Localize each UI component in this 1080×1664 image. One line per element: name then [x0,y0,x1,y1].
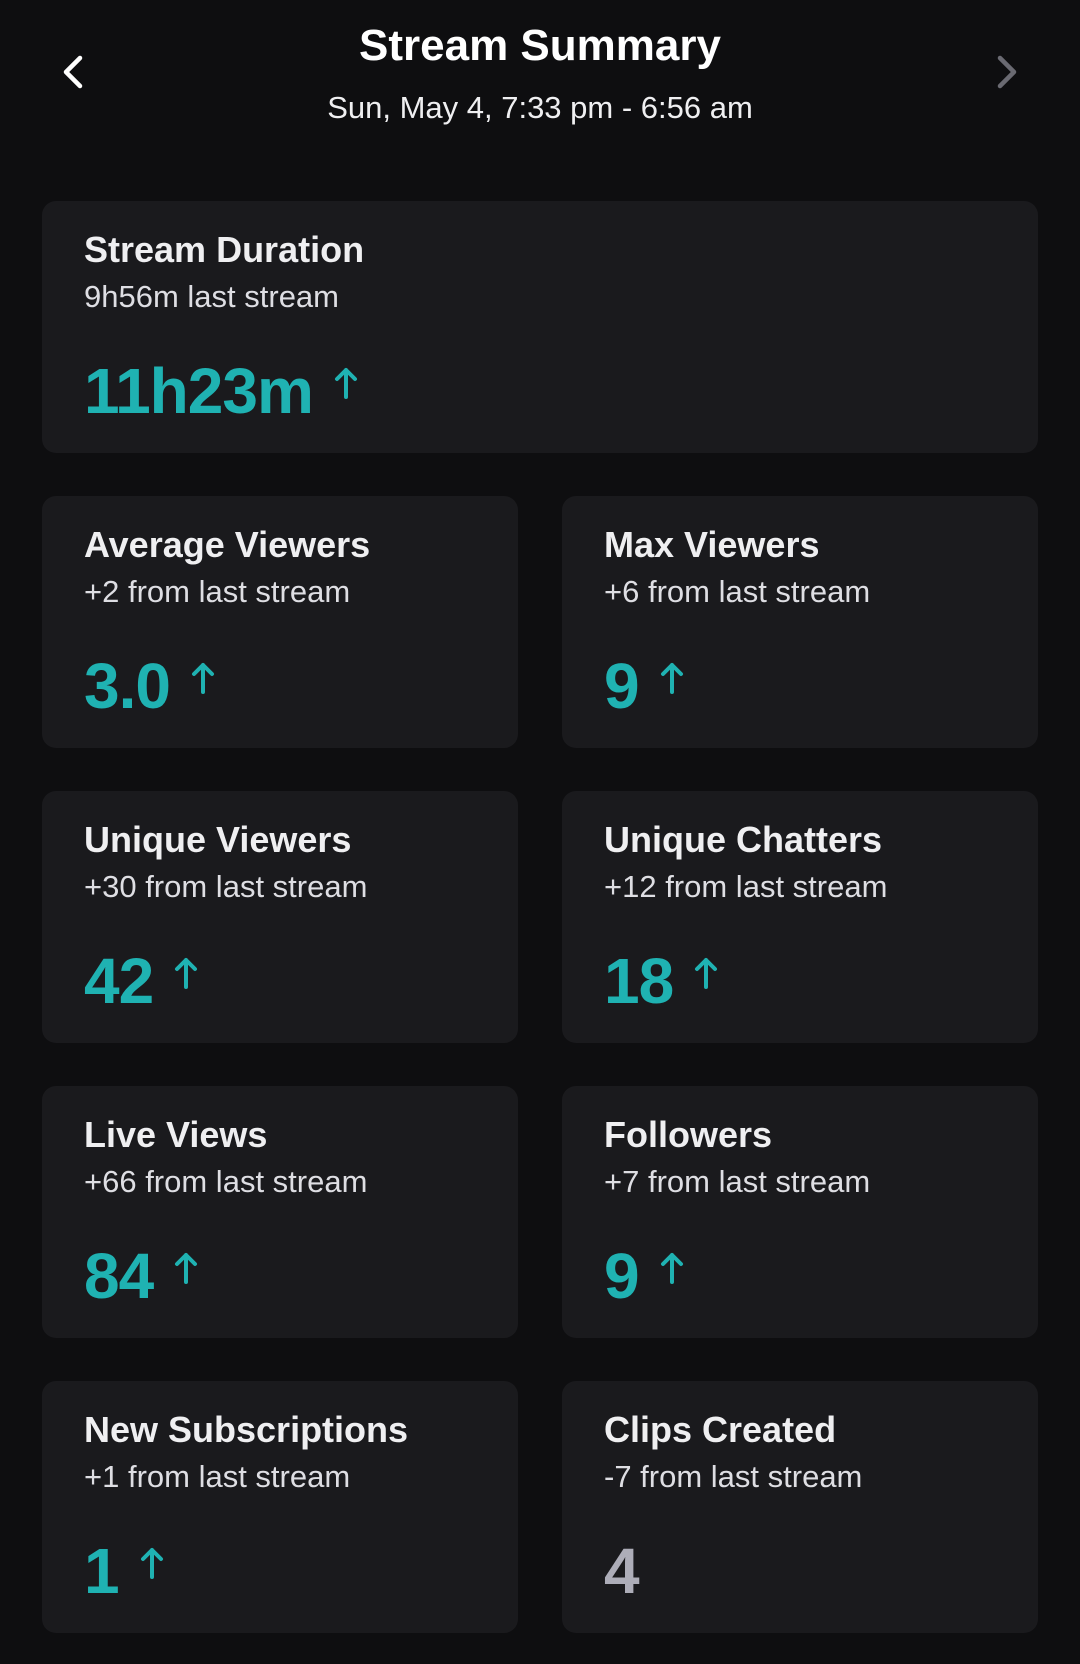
stat-card-comparison: +7 from last stream [604,1164,871,1199]
stat-card-title: Unique Chatters [604,819,883,860]
previous-stream-button[interactable] [36,36,108,108]
stat-card-value-row: 4 [604,1533,640,1609]
stat-card-average-viewers: Average Viewers +2 from last stream 3.0 [42,496,518,748]
stat-card-title: Unique Viewers [84,819,352,860]
stat-card-title: Max Viewers [604,524,820,565]
stat-card-value-row: 9 [604,648,687,724]
arrow-up-icon [657,1248,687,1288]
stat-card-title: Clips Created [604,1409,837,1450]
stat-card-clips-created: Clips Created -7 from last stream 4 [562,1381,1038,1633]
page-title: Stream Summary [359,21,721,70]
stream-date-range: Sun, May 4, 7:33 pm - 6:56 am [327,90,753,125]
stat-card-value: 9 [604,1240,640,1312]
stat-card-value-row: 3.0 [84,648,218,724]
stat-card-value-row: 84 [84,1238,201,1314]
arrow-up-icon [188,658,218,698]
stats-grid: Stream Duration 9h56m last stream 11h23m… [42,201,1038,1633]
stat-card-unique-viewers: Unique Viewers +30 from last stream 42 [42,791,518,1043]
stat-card-value: 11h23m [84,355,314,427]
stat-card-value-row: 9 [604,1238,687,1314]
stat-card-unique-chatters: Unique Chatters +12 from last stream 18 [562,791,1038,1043]
stat-card-followers: Followers +7 from last stream 9 [562,1086,1038,1338]
stat-card-live-views: Live Views +66 from last stream 84 [42,1086,518,1338]
header: Stream Summary Sun, May 4, 7:33 pm - 6:5… [0,0,1080,170]
stat-card-comparison: +6 from last stream [604,574,871,609]
stat-card-new-subscriptions: New Subscriptions +1 from last stream 1 [42,1381,518,1633]
stat-card-comparison: +2 from last stream [84,574,351,609]
stat-card-value-row: 18 [604,943,721,1019]
stat-card-title: New Subscriptions [84,1409,409,1450]
stat-card-value: 42 [84,945,154,1017]
arrow-up-icon [137,1543,167,1583]
stat-card-comparison: -7 from last stream [604,1459,863,1494]
stat-card-value: 1 [84,1535,120,1607]
stat-card-comparison: +12 from last stream [604,869,888,904]
stat-card-title: Live Views [84,1114,268,1155]
stat-card-comparison: 9h56m last stream [84,279,339,314]
stat-card-comparison: +66 from last stream [84,1164,368,1199]
stat-card-value-row: 1 [84,1533,167,1609]
arrow-up-icon [331,363,361,403]
stat-card-stream-duration: Stream Duration 9h56m last stream 11h23m [42,201,1038,453]
stat-card-comparison: +1 from last stream [84,1459,351,1494]
stat-card-comparison: +30 from last stream [84,869,368,904]
stat-card-title: Average Viewers [84,524,371,565]
stat-card-value-row: 11h23m [84,353,361,429]
arrow-up-icon [691,953,721,993]
stat-card-title: Stream Duration [84,229,365,270]
stat-card-value: 4 [604,1535,640,1607]
chevron-right-icon [997,55,1017,89]
stat-card-value: 3.0 [84,650,171,722]
chevron-left-icon [63,55,83,89]
stat-card-value: 9 [604,650,640,722]
stat-card-value-row: 42 [84,943,201,1019]
stat-card-value: 18 [604,945,674,1017]
next-stream-button[interactable] [972,36,1044,108]
stat-card-value: 84 [84,1240,154,1312]
arrow-up-icon [171,1248,201,1288]
arrow-up-icon [171,953,201,993]
stat-card-title: Followers [604,1114,773,1155]
stat-card-max-viewers: Max Viewers +6 from last stream 9 [562,496,1038,748]
arrow-up-icon [657,658,687,698]
